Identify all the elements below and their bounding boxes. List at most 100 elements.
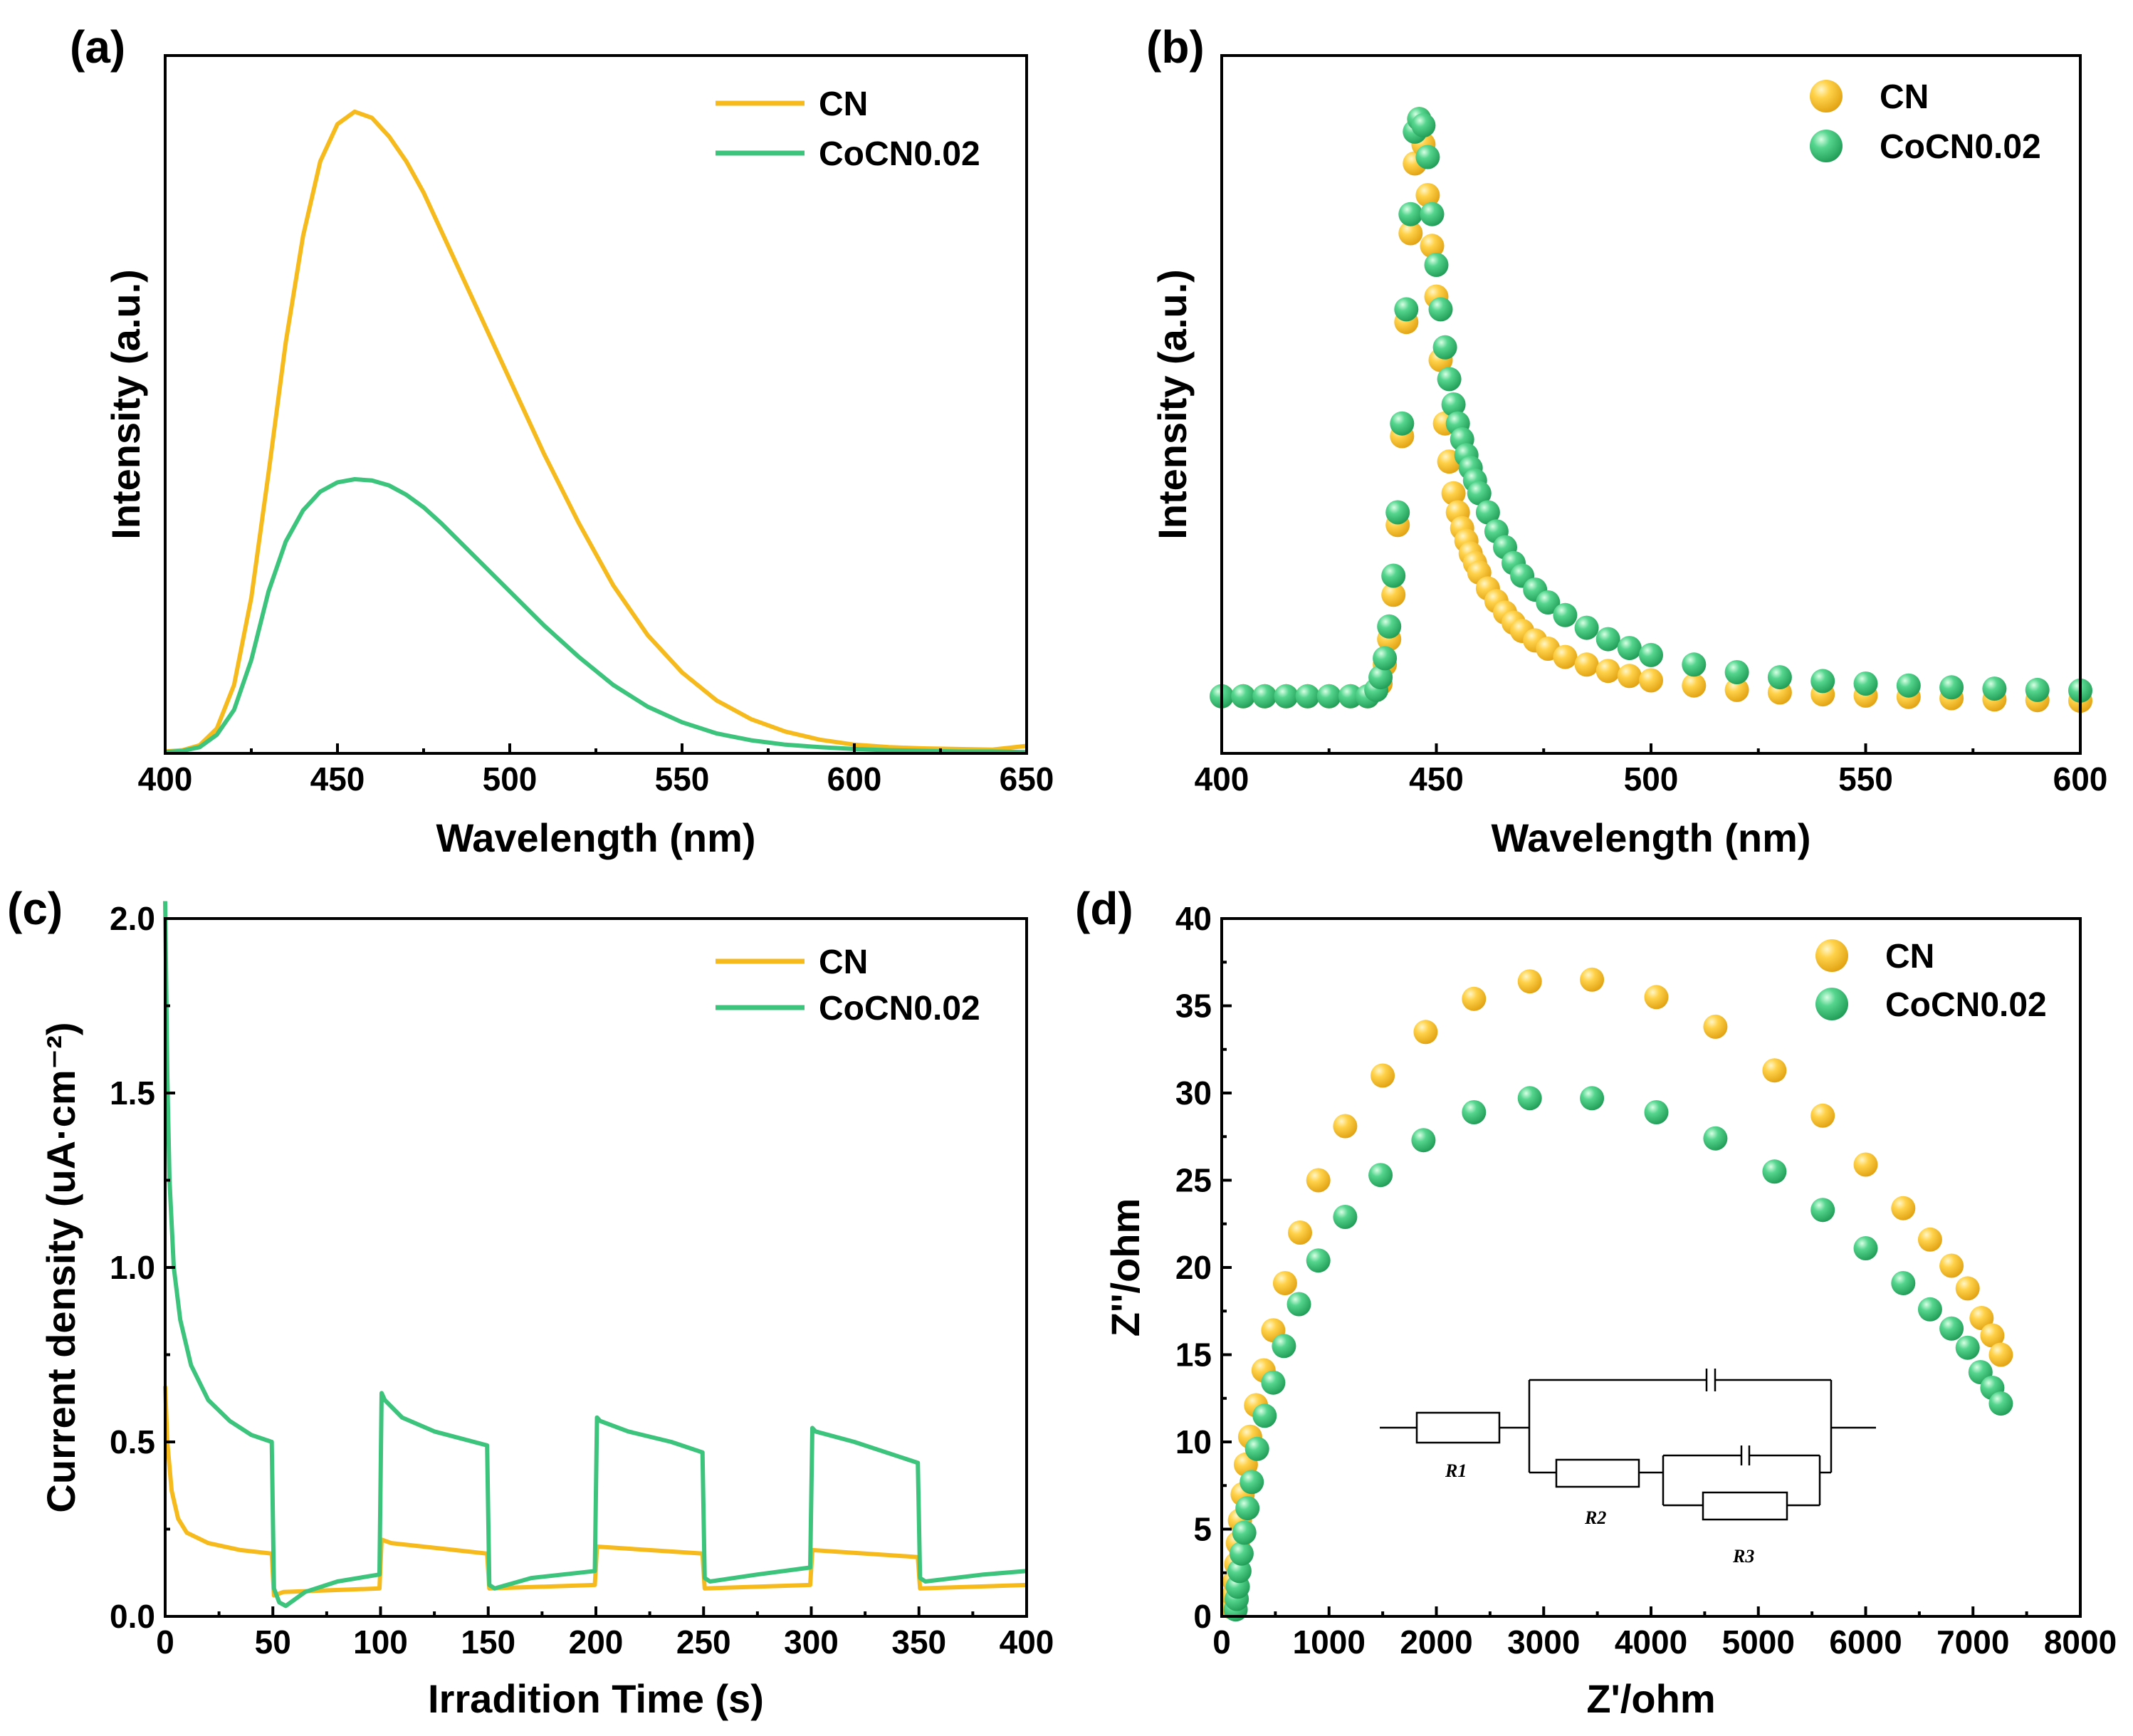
data-point-cocn002-b [1595,627,1620,652]
plot-area-a [164,109,1027,755]
data-point-cocn002-b [1939,675,1964,700]
legend-label-cocn-d: CoCN0.02 [1885,986,2047,1024]
x-tick-label: 0 [156,1623,174,1661]
series-line-cocn002-a [164,477,1027,755]
resistor-label-r3: R3 [1732,1546,1754,1567]
data-point-cn-b [1574,652,1599,677]
x-tick-label: 450 [310,760,365,798]
x-tick-label: 8000 [2044,1623,2117,1661]
y-ticks-d: 0 5 10 15 20 25 30 35 40 [1175,900,1232,1635]
y-tick-label: 0 [1193,1598,1212,1635]
y-tick-label: 40 [1175,900,1212,937]
data-point-cocn002-b [1415,145,1440,169]
data-point-cn-d [1703,1014,1728,1039]
data-point-cn-d [1462,986,1487,1011]
x-tick-label: 50 [255,1623,291,1661]
x-axis-title-c: Irradition Time (s) [428,1676,764,1721]
data-point-cocn002-b [1394,297,1419,322]
data-point-cocn002-b [1295,684,1320,708]
plot-area-d [1220,967,2013,1622]
x-tick-label: 550 [655,760,710,798]
legend-a: CN CoCN0.02 [716,85,980,173]
data-point-cocn002-b [1574,615,1599,640]
panel-b: (b) 400 450 500 550 600 Wavelength (nm) Inte… [1146,21,2107,860]
data-point-cocn002-b [1553,602,1578,627]
data-point-cn-b [1617,664,1642,689]
panel-c: (c) 0 50 100 150 200 250 300 350 400 0.0 0.5 1.0 1.… [7,883,1054,1721]
legend-c: CN CoCN0.02 [716,943,980,1028]
y-axis-title-b: Intensity (a.u.) [1150,269,1195,540]
x-tick-label: 450 [1409,760,1464,798]
data-point-cocn002-b [1467,481,1492,506]
data-point-cocn002-b [1896,673,1921,698]
resistor-r2 [1555,1458,1640,1488]
data-point-cocn002-d [1333,1205,1358,1229]
data-point-cocn002-b [1373,646,1398,671]
x-tick-label: 7000 [1937,1623,2009,1661]
data-point-cn-d [1917,1227,1942,1252]
legend-marker-cocn-b [1810,130,1843,162]
y-tick-label: 10 [1175,1423,1212,1460]
data-point-cn-d [1939,1253,1964,1278]
y-ticks-c: 0.0 0.5 1.0 1.5 2.0 [110,900,175,1635]
resistor-r1 [1415,1411,1501,1444]
data-point-cocn002-d [1917,1297,1942,1322]
y-tick-label: 30 [1175,1074,1212,1112]
x-tick-label: 300 [784,1623,839,1661]
data-point-cocn002-b [1252,684,1277,708]
data-point-cocn002-d [1988,1391,2013,1416]
data-point-cocn002-b [1432,335,1457,360]
data-point-cocn002-b [1424,253,1449,277]
data-point-cocn002-d [1853,1236,1878,1260]
data-point-cn-d [1988,1342,2013,1367]
legend-label-cn-b: CN [1880,78,1929,116]
data-point-cocn002-d [1810,1198,1835,1223]
data-point-cn-d [1580,967,1605,992]
x-tick-label: 400 [1195,760,1249,798]
legend-label-cn-a: CN [819,85,868,123]
data-point-cocn002-d [1644,1100,1669,1124]
data-point-cocn002-b [1316,684,1341,708]
data-point-cocn002-d [1891,1271,1916,1295]
x-tick-label: 600 [2053,760,2108,798]
data-point-cocn002-b [1411,113,1436,137]
x-tick-label: 400 [138,760,193,798]
data-point-cocn002-b [1536,590,1561,615]
x-ticks-c: 0 50 100 150 200 250 300 350 400 [156,1606,1054,1661]
y-tick-label: 0.5 [110,1423,155,1460]
data-point-cn-b [1381,582,1406,607]
data-point-cn-b [1441,481,1466,506]
data-point-cn-d [1980,1323,2005,1348]
resistor-label-r2: R2 [1584,1507,1606,1528]
data-point-cn-d [1371,1063,1395,1088]
data-point-cocn002-b [1381,563,1406,588]
y-axis-title-c: Current density (uA·cm⁻²) [38,1022,83,1512]
data-point-cocn002-d [1368,1163,1393,1188]
data-point-cn-d [1517,969,1542,994]
legend-label-cn-d: CN [1885,938,1934,976]
x-axis-title-d: Z'/ohm [1586,1676,1715,1721]
y-tick-label: 1.5 [110,1074,155,1112]
y-tick-label: 35 [1175,988,1212,1025]
data-point-cocn002-d [1232,1520,1257,1545]
data-point-cocn002-b [1390,411,1415,436]
data-point-cocn002-b [2025,677,2050,702]
data-point-cocn002-d [1580,1086,1605,1111]
data-point-cocn002-b [1377,614,1402,639]
data-point-cocn002-b [1853,671,1878,696]
data-point-cn-d [1810,1103,1835,1128]
data-point-cn-d [1333,1114,1358,1139]
data-point-cocn002-d [1762,1159,1787,1184]
y-tick-label: 2.0 [110,900,155,937]
x-tick-label: 100 [353,1623,408,1661]
y-tick-label: 5 [1193,1511,1212,1548]
panel-label-d: (d) [1075,883,1133,934]
x-tick-label: 2000 [1400,1623,1472,1661]
y-axis-title-d: Z''/ohm [1103,1198,1148,1337]
data-point-cocn002-b [1420,202,1445,226]
x-tick-label: 3000 [1507,1623,1580,1661]
data-point-cocn002-b [1639,642,1663,667]
data-point-cn-b [1398,221,1423,246]
data-point-cn-d [1644,985,1669,1010]
panel-label-a: (a) [70,21,125,73]
